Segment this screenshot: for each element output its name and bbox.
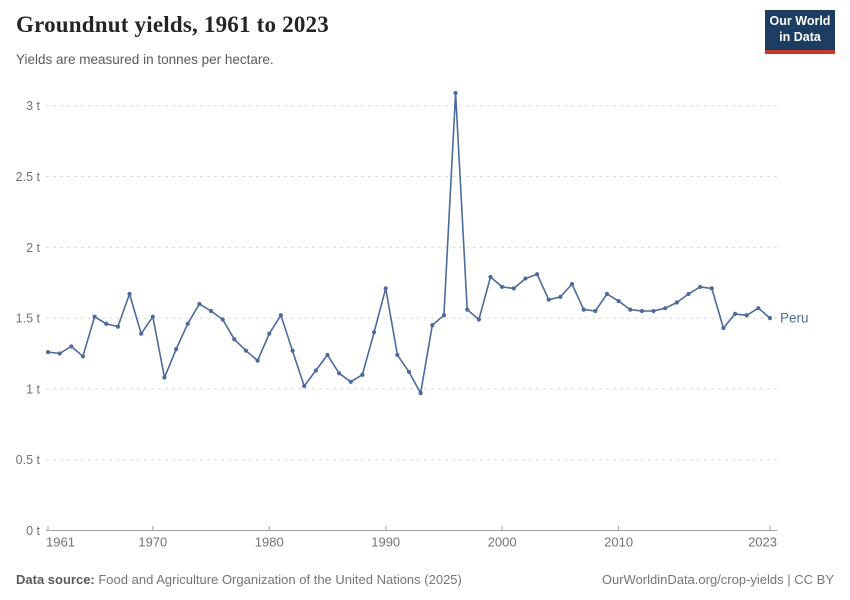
data-point: [115, 324, 120, 329]
data-point: [581, 307, 586, 312]
owid-logo-line1: Our World: [769, 14, 831, 29]
data-point: [721, 325, 726, 331]
data-point: [127, 291, 132, 297]
data-point: [255, 358, 260, 363]
data-point: [756, 306, 761, 311]
data-point: [698, 284, 703, 290]
data-point: [383, 286, 388, 291]
x-tick-label: 2023: [748, 535, 777, 550]
data-point: [139, 331, 144, 336]
y-tick-label: 0.5 t: [16, 453, 41, 467]
y-tick-label: 0 t: [26, 524, 40, 538]
data-point: [651, 308, 656, 314]
data-point: [628, 307, 633, 312]
data-point: [232, 337, 237, 342]
data-point: [418, 391, 423, 396]
data-source-label: Data source:: [16, 572, 95, 587]
y-tick-label: 1 t: [26, 382, 40, 396]
data-point: [523, 276, 528, 281]
x-tick-label: 1961: [46, 535, 75, 550]
x-tick-label: 1970: [138, 535, 167, 550]
chart-footer: Data source: Food and Agriculture Organi…: [16, 572, 834, 587]
page-title: Groundnut yields, 1961 to 2023: [16, 12, 329, 37]
data-point: [278, 313, 284, 318]
data-point: [441, 313, 447, 318]
x-tick-label: 2010: [604, 535, 633, 550]
data-point: [639, 308, 645, 314]
data-point: [663, 306, 668, 311]
data-source-value: Food and Agriculture Organization of the…: [94, 572, 462, 587]
data-point: [313, 368, 318, 373]
data-source-text: Data source: Food and Agriculture Organi…: [16, 572, 462, 587]
data-point: [371, 330, 377, 335]
data-point: [558, 294, 563, 299]
data-point: [290, 348, 295, 353]
data-point: [173, 347, 179, 352]
data-point: [302, 383, 307, 389]
data-point: [732, 311, 738, 316]
data-point: [197, 301, 202, 307]
data-point: [220, 317, 225, 322]
data-point: [325, 352, 330, 358]
data-point: [150, 314, 155, 319]
data-point: [57, 351, 62, 356]
data-point: [69, 344, 74, 349]
y-tick-label: 2.5 t: [16, 170, 41, 184]
x-tick-label: 1980: [255, 535, 284, 550]
data-point: [511, 286, 516, 291]
data-point: [348, 379, 353, 384]
y-tick-label: 3 t: [26, 99, 40, 113]
data-point: [686, 291, 691, 297]
data-point: [337, 371, 342, 376]
data-point: [744, 313, 749, 318]
series-end-label: Peru: [780, 311, 809, 326]
data-point: [674, 300, 679, 305]
data-point: [534, 272, 540, 277]
data-point: [45, 349, 51, 355]
data-point: [243, 348, 249, 353]
data-point: [569, 282, 575, 287]
owid-logo-line2: in Data: [779, 30, 821, 44]
data-point: [267, 331, 272, 336]
data-point: [476, 317, 481, 322]
x-tick-label: 2000: [488, 535, 517, 550]
data-point: [185, 321, 190, 326]
series-line: [47, 92, 771, 394]
data-point: [406, 369, 412, 375]
data-point: [453, 90, 458, 96]
data-point: [500, 284, 505, 290]
data-point: [616, 299, 621, 304]
data-point: [80, 354, 86, 359]
data-point: [546, 297, 551, 302]
data-point: [709, 286, 714, 291]
data-point: [395, 352, 400, 358]
data-point: [162, 375, 167, 380]
data-point: [104, 321, 109, 326]
y-tick-label: 1.5 t: [16, 312, 41, 326]
data-point: [767, 316, 773, 321]
data-point: [488, 274, 493, 280]
y-tick-label: 2 t: [26, 241, 40, 255]
chart-subtitle: Yields are measured in tonnes per hectar…: [16, 52, 274, 67]
owid-logo: Our World in Data: [765, 10, 835, 54]
data-point: [465, 307, 470, 312]
data-point: [604, 291, 610, 297]
data-point: [92, 314, 97, 319]
data-point: [593, 308, 598, 314]
x-tick-label: 1990: [371, 535, 400, 550]
data-point: [360, 372, 365, 377]
credit-link: OurWorldinData.org/crop-yields | CC BY: [601, 572, 834, 587]
data-point: [208, 308, 214, 314]
data-point: [430, 323, 435, 328]
